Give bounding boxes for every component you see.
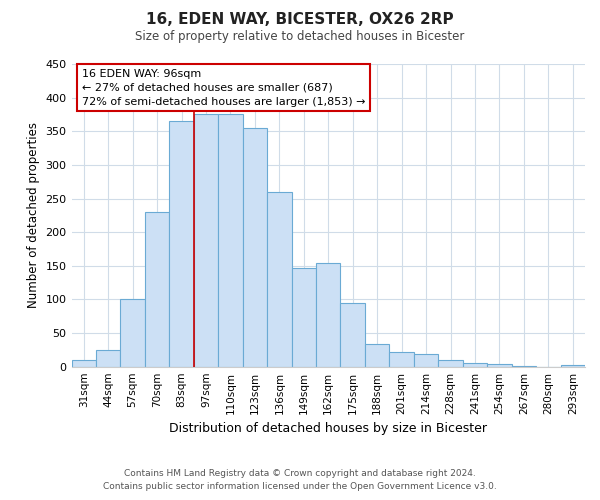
Text: 16, EDEN WAY, BICESTER, OX26 2RP: 16, EDEN WAY, BICESTER, OX26 2RP <box>146 12 454 28</box>
Bar <box>389 352 414 366</box>
Bar <box>316 263 340 366</box>
Y-axis label: Number of detached properties: Number of detached properties <box>27 122 40 308</box>
Bar <box>365 344 389 366</box>
Bar <box>487 364 512 366</box>
X-axis label: Distribution of detached houses by size in Bicester: Distribution of detached houses by size … <box>169 422 487 435</box>
Bar <box>194 114 218 366</box>
Bar <box>463 364 487 366</box>
Bar <box>560 364 585 366</box>
Bar <box>71 360 96 366</box>
Text: Size of property relative to detached houses in Bicester: Size of property relative to detached ho… <box>136 30 464 43</box>
Bar <box>121 300 145 366</box>
Bar <box>267 192 292 366</box>
Text: Contains HM Land Registry data © Crown copyright and database right 2024.
Contai: Contains HM Land Registry data © Crown c… <box>103 470 497 491</box>
Bar <box>169 121 194 366</box>
Bar <box>218 114 242 366</box>
Bar <box>414 354 438 366</box>
Text: 16 EDEN WAY: 96sqm
← 27% of detached houses are smaller (687)
72% of semi-detach: 16 EDEN WAY: 96sqm ← 27% of detached hou… <box>82 68 365 106</box>
Bar <box>340 303 365 366</box>
Bar <box>96 350 121 366</box>
Bar <box>438 360 463 366</box>
Bar <box>242 128 267 366</box>
Bar <box>292 268 316 366</box>
Bar <box>145 212 169 366</box>
